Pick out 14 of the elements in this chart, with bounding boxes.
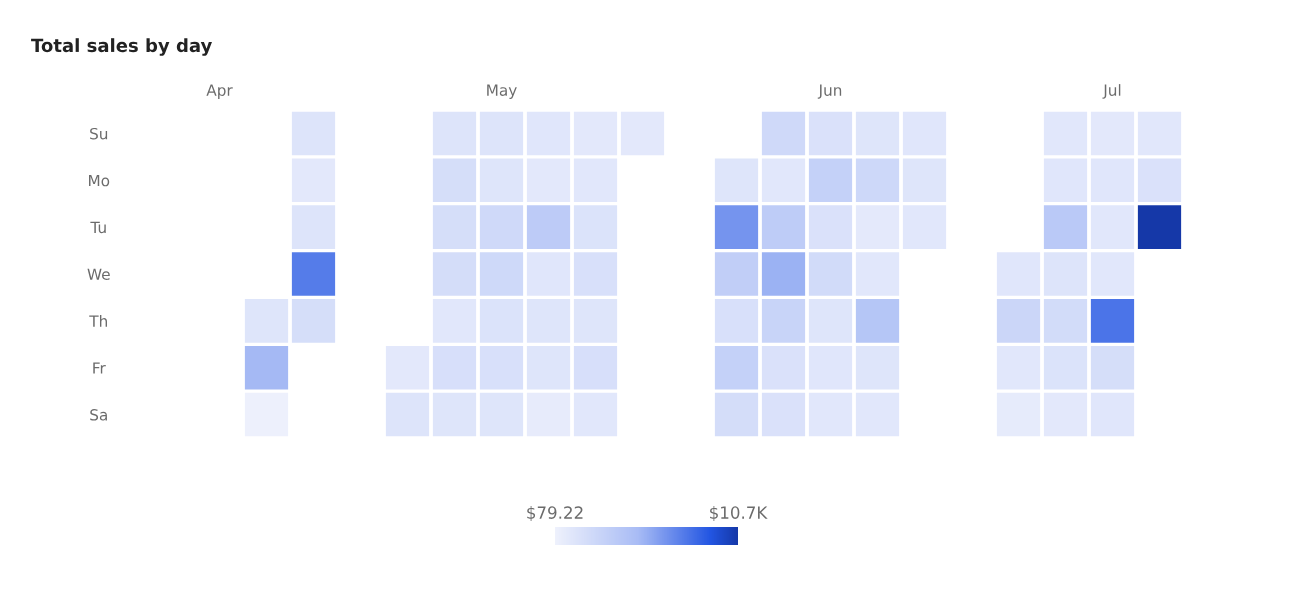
y-tick-label: Fr (93, 362, 106, 374)
y-tick-label: Su (90, 127, 108, 140)
chart-title: Total sales by day (31, 38, 212, 56)
y-tick-label: Th (89, 315, 107, 327)
x-tick-label: Apr (206, 84, 233, 99)
x-tick-label: Jun (817, 84, 842, 99)
y-tick-label: Mo (89, 174, 110, 187)
y-tick-label: Tu (90, 221, 106, 234)
x-tick-label: Jul (1102, 84, 1121, 99)
x-tick-label: May (487, 84, 517, 99)
color-bar-label: $79.22 (527, 506, 583, 522)
y-tick-label: We (87, 268, 110, 281)
y-tick-label: Sa (90, 409, 107, 421)
color-bar-label: $10.7K (710, 506, 768, 522)
